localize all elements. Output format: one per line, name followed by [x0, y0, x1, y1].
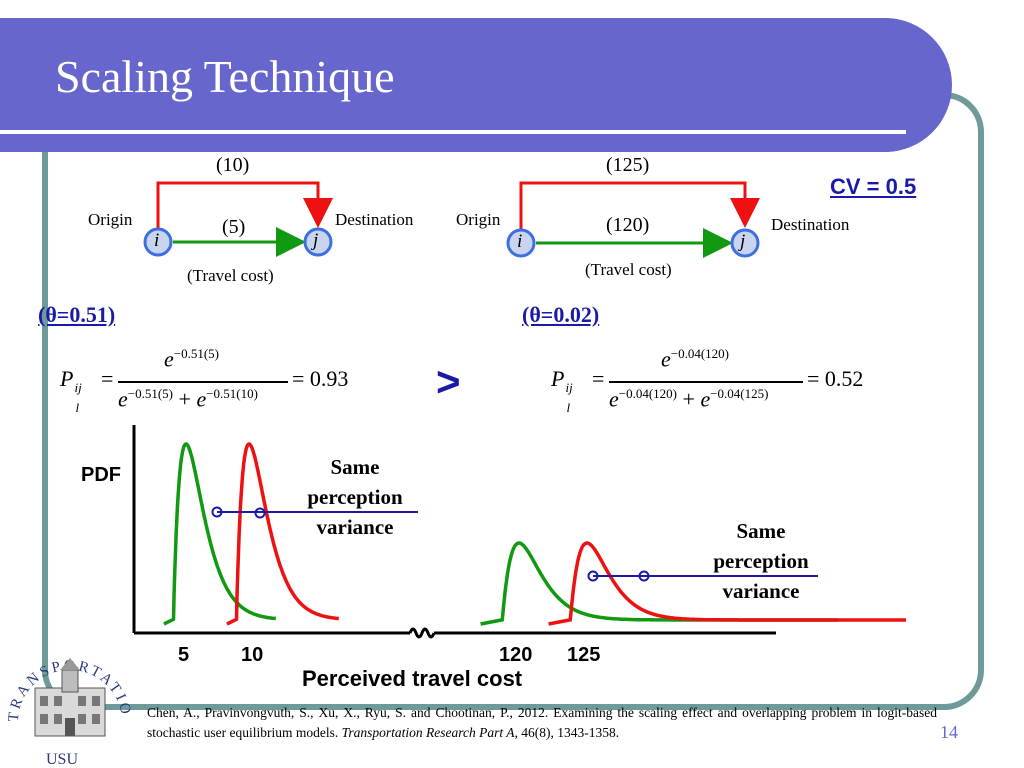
equation-left-fraction-bar: [118, 381, 288, 383]
x-axis-label: Perceived travel cost: [302, 666, 523, 691]
same-variance-label-left: Same perception variance: [307, 455, 403, 539]
left-destination-node: [303, 227, 333, 257]
right-bottom-cost: (120): [606, 214, 650, 236]
right-variance-point-green: [587, 570, 599, 582]
equation-right-fraction-bar: [609, 381, 803, 383]
right-destination-letter: j: [740, 231, 746, 252]
x-tick-5: 5: [178, 644, 190, 666]
right-destination-label: Destination: [771, 215, 850, 234]
x-tick-125: 125: [567, 644, 601, 666]
theta-left: (θ=0.51): [38, 302, 116, 327]
left-variance-point-red: [254, 507, 266, 519]
network-diagrams: [143, 181, 760, 258]
equation-right-den-exp2: −0.04(125): [710, 386, 769, 401]
right-travel-cost-label: (Travel cost): [585, 260, 672, 279]
building-icon: [34, 658, 106, 737]
usu-transportation-logo: TRANSPORTATION USU: [0, 640, 131, 768]
x-tick-10: 10: [241, 644, 264, 666]
equation-left-sup: ij: [74, 380, 82, 395]
left-origin-label: Origin: [88, 210, 133, 229]
equation-left-den-exp1: −0.51(5): [127, 386, 174, 401]
left-variance-point-green: [211, 506, 223, 518]
logo-usu-text: USU: [46, 751, 78, 768]
right-origin-node: [506, 228, 536, 258]
right-origin-label: Origin: [456, 210, 501, 229]
slide-title: Scaling Technique: [55, 51, 395, 102]
right-variance-point-red: [638, 570, 650, 582]
equation-right-lhs: P: [551, 366, 565, 391]
equation-left-num-exp: −0.51(5): [173, 346, 220, 361]
y-axis-label: PDF: [81, 464, 121, 486]
equation-left-den-exp2: −0.51(10): [206, 386, 258, 401]
equation-right: P ij l = e−0.04(120) e−0.04(120) + e−0.0…: [551, 346, 864, 415]
cv-label: CV = 0.5: [830, 174, 917, 199]
equation-right-sub: l: [566, 400, 571, 415]
right-top-route: [519, 181, 760, 229]
equation-left-sub: l: [75, 400, 80, 415]
axis-break: [408, 627, 436, 639]
greater-than-symbol: >: [436, 358, 461, 405]
left-travel-cost-label: (Travel cost): [187, 266, 274, 285]
page-number: 14: [940, 722, 958, 742]
left-top-cost: (10): [216, 154, 250, 176]
pdf-chart: [132, 425, 906, 639]
slide-frame: [42, 92, 984, 710]
pdf-curve-wide-125: [548, 541, 906, 626]
right-origin-letter: i: [517, 231, 523, 252]
left-origin-node: [143, 227, 173, 257]
title-bar: [0, 18, 952, 152]
equation-left: P ij l = e−0.51(5) e−0.51(5) + e−0.51(10…: [60, 346, 349, 415]
x-tick-120: 120: [499, 644, 533, 666]
right-destination-node: [730, 228, 760, 258]
title-underline: [0, 130, 906, 134]
same-variance-label-right: Same perception variance: [713, 519, 809, 603]
left-bottom-cost: (5): [222, 216, 246, 238]
left-top-route: [156, 181, 333, 229]
right-top-cost: (125): [606, 154, 650, 176]
pdf-curve-narrow-5: [163, 442, 277, 626]
theta-right: (θ=0.02): [522, 302, 600, 327]
equation-right-den-exp1: −0.04(120): [618, 386, 678, 401]
left-destination-letter: j: [313, 230, 319, 251]
equation-left-lhs: P: [60, 366, 74, 391]
equation-left-result: = 0.93: [292, 366, 349, 391]
equation-right-sup: ij: [565, 380, 573, 395]
pdf-curve-narrow-10: [226, 442, 340, 626]
equation-right-result: = 0.52: [807, 366, 864, 391]
left-destination-label: Destination: [335, 210, 414, 229]
equation-right-num-exp: −0.04(120): [670, 346, 730, 361]
citation: Chen, A., Pravinvongvuth, S., Xu, X., Ry…: [147, 705, 937, 740]
left-origin-letter: i: [154, 230, 160, 251]
